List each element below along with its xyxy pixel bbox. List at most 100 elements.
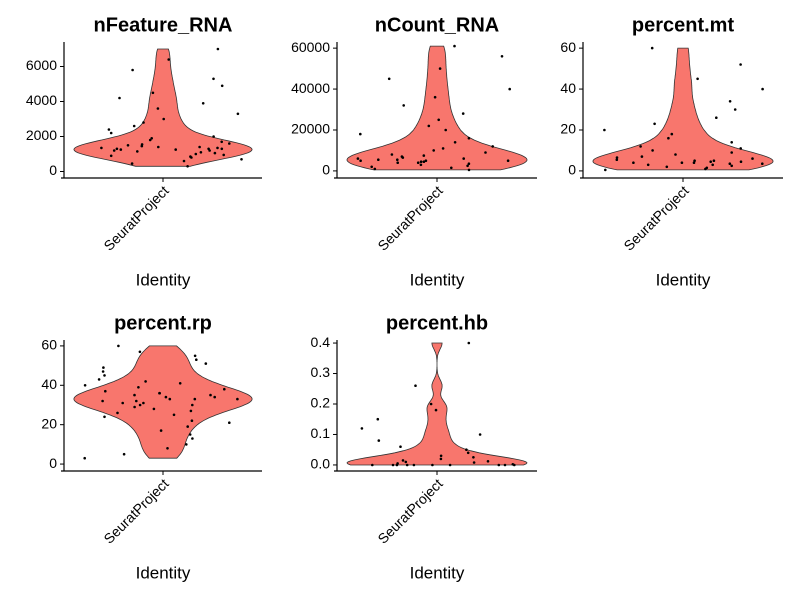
data-point [195,358,198,362]
data-point [615,158,619,161]
data-point [222,153,225,157]
data-point [186,425,189,428]
data-point [400,155,404,158]
data-point [220,84,224,88]
x-tick-label: SeuratProject [620,182,691,253]
data-point [433,95,437,99]
y-tick-label: 40000 [291,80,330,96]
data-point [437,118,441,122]
data-point [137,386,140,389]
data-point [168,397,172,401]
data-point [401,459,405,462]
data-point [466,451,470,455]
data-point [412,463,416,467]
data-point [667,136,670,140]
x-tick-label: SeuratProject [100,182,171,253]
data-point [431,463,434,467]
data-point [711,163,714,167]
data-point [135,399,138,403]
data-point [132,124,136,128]
data-point [83,384,87,387]
data-point [103,415,106,419]
data-point [728,100,732,103]
data-point [646,163,650,167]
data-point [709,160,712,163]
data-point [396,462,399,465]
data-point [104,389,107,393]
data-point [497,463,501,467]
data-point [450,166,453,170]
data-point [486,460,490,463]
x-axis-label: Identity [410,270,465,289]
data-point [422,154,426,157]
data-point [444,128,448,132]
data-point [212,77,215,81]
y-tick-label: 40 [41,376,57,392]
data-point [151,91,155,95]
data-point [396,158,399,161]
data-point [360,427,364,430]
data-point [107,128,111,131]
data-point [150,137,153,140]
y-tick-label: 40 [560,80,576,96]
data-point [158,391,161,395]
data-point [705,166,709,170]
data-point [204,362,208,365]
data-point [109,154,113,158]
data-point [185,443,188,446]
data-point [427,124,431,128]
data-point [166,447,169,450]
x-axis-label: Identity [136,563,191,582]
data-point [506,159,510,162]
data-point [730,164,733,168]
violin [592,47,774,171]
data-point [102,366,105,369]
data-point [189,155,192,158]
data-point [396,161,400,164]
data-point [371,463,374,467]
data-point [236,397,239,401]
data-point [370,165,374,169]
data-point [739,63,742,66]
data-point [414,384,417,388]
x-tick-label: SeuratProject [374,475,445,546]
data-point [712,159,716,162]
data-point [148,138,152,142]
data-point [692,161,696,164]
data-point [730,151,733,154]
data-point [405,463,409,467]
data-point [359,132,362,136]
data-point [178,382,182,385]
violin [346,45,528,171]
data-point [503,463,507,467]
data-point [194,152,198,156]
y-tick-label: 6000 [26,57,57,73]
data-point [478,433,482,436]
data-point [188,433,192,436]
data-point [376,417,380,421]
data-point [670,132,674,136]
data-point [116,411,119,415]
data-point [101,399,104,403]
data-point [236,112,240,116]
data-point [511,463,515,466]
data-point [650,46,654,50]
data-point [97,378,101,381]
data-point [728,162,732,165]
data-point [144,380,147,383]
data-point [159,429,163,432]
data-point [115,147,119,151]
data-point [438,67,442,70]
data-point [356,157,360,160]
data-point [761,162,764,165]
data-point [484,151,487,154]
data-point [472,456,475,459]
data-point [133,393,136,397]
data-point [186,165,189,168]
data-point [240,158,243,161]
data-point [665,165,669,169]
data-point [121,401,124,405]
data-point [189,409,193,413]
y-tick-label: 20 [41,415,57,431]
